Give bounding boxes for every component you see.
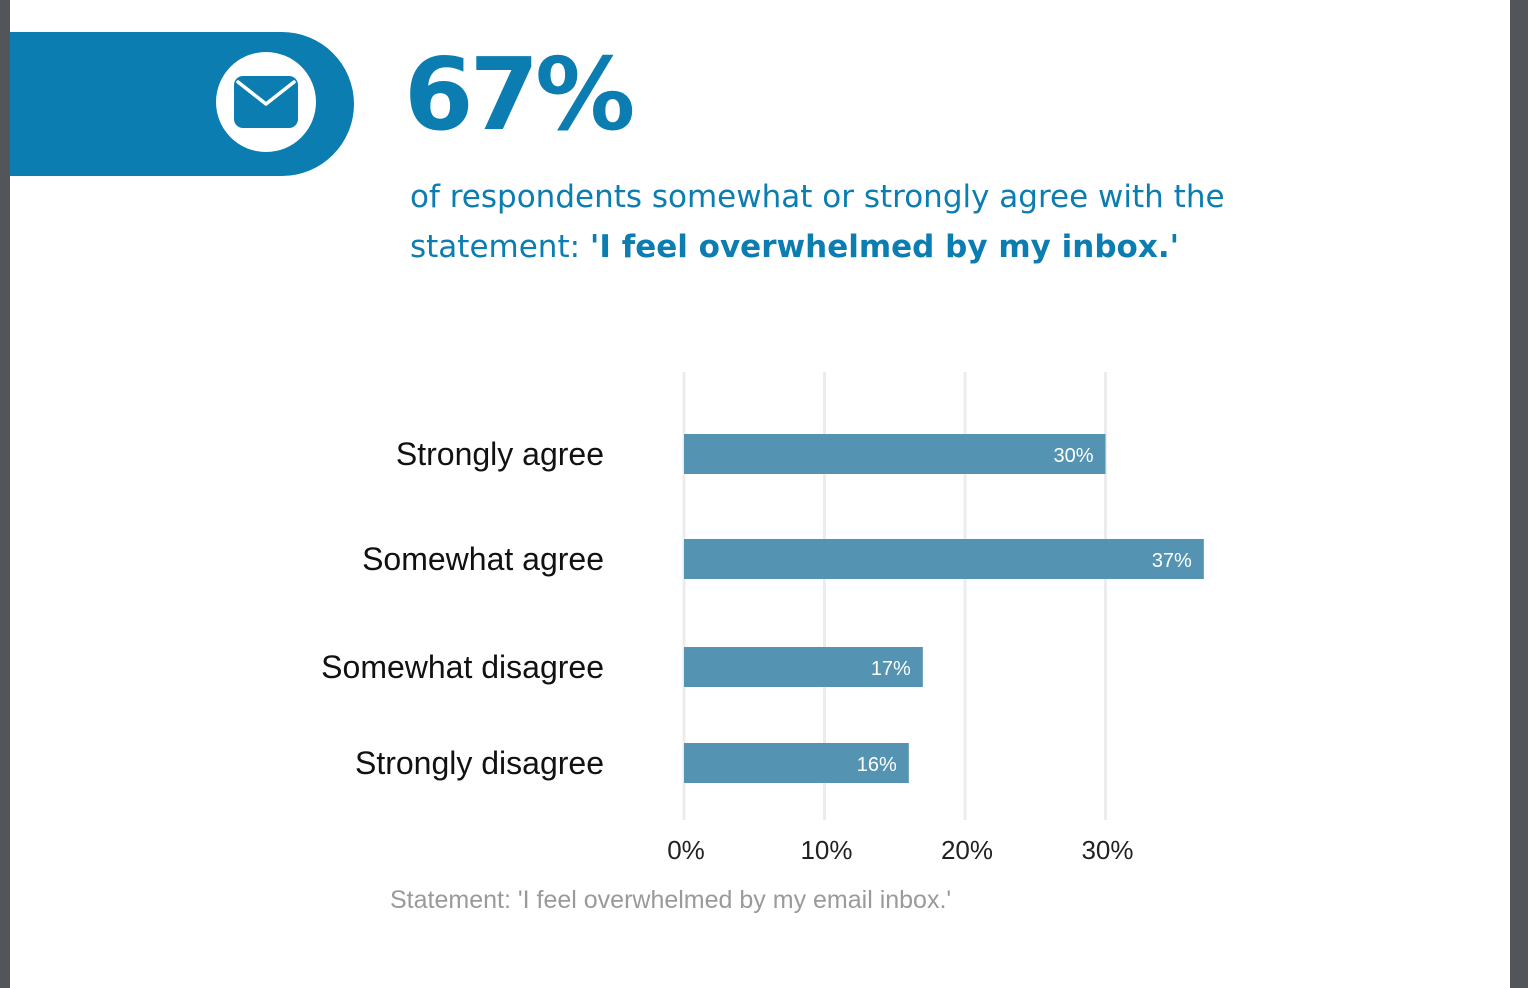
envelope-icon <box>234 76 298 128</box>
mail-badge <box>216 52 316 152</box>
category-label-2: Somewhat disagree <box>321 649 604 685</box>
bar-1 <box>684 539 1204 579</box>
headline-subtitle: of respondents somewhat or strongly agre… <box>410 172 1310 272</box>
category-label-1: Somewhat agree <box>362 541 604 577</box>
header-banner <box>10 32 354 176</box>
x-tick-label-3: 30% <box>1081 835 1133 865</box>
x-tick-label-0: 0% <box>667 835 705 865</box>
bar-3 <box>684 743 909 783</box>
infographic-page: 67% of respondents somewhat or strongly … <box>10 0 1510 988</box>
headline-stat: 67% <box>404 36 635 153</box>
value-label-3: 16% <box>857 754 897 776</box>
value-label-0: 30% <box>1053 445 1093 467</box>
subtitle-bold: 'I feel overwhelmed by my inbox.' <box>589 229 1180 265</box>
x-tick-label-2: 20% <box>941 835 993 865</box>
category-label-3: Strongly disagree <box>355 745 604 781</box>
value-label-2: 17% <box>871 658 911 680</box>
bar-2 <box>684 647 923 687</box>
category-label-0: Strongly agree <box>396 436 604 472</box>
bar-chart: Strongly agree 30% Somewhat agree 37% Somewh… <box>321 372 1204 865</box>
subtitle-plain: of respondents somewhat or strongly agre… <box>410 179 1225 265</box>
chart-footnote: Statement: 'I feel overwhelmed by my ema… <box>390 886 952 914</box>
value-label-1: 37% <box>1152 550 1192 572</box>
x-tick-label-1: 10% <box>800 835 852 865</box>
bar-0 <box>684 434 1106 474</box>
